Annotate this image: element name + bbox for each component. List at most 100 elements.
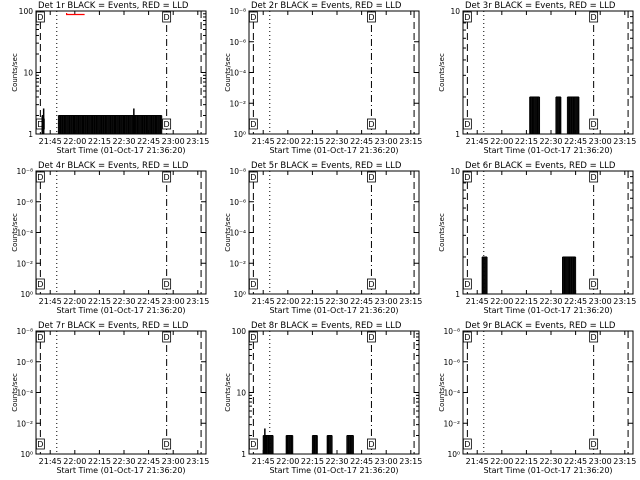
x-tick-label: 22:15 (88, 137, 111, 146)
marker-box (35, 331, 45, 343)
x-tick-label: 23:15 (399, 297, 422, 306)
marker-box (248, 331, 258, 343)
x-tick-label: 23:00 (589, 457, 612, 466)
marker-label: D (464, 120, 470, 129)
x-tick-label: 22:00 (63, 457, 86, 466)
x-tick-label: 22:00 (490, 457, 513, 466)
x-tick-label: 22:15 (301, 297, 324, 306)
marker-box (367, 171, 376, 183)
marker-label: D (250, 333, 256, 342)
plot-frame (248, 170, 420, 295)
y-tick-label: 10⁻⁶ (229, 198, 246, 207)
x-tick-label: 21:45 (466, 457, 489, 466)
marker-label: D (37, 173, 43, 182)
x-tick-label: 22:45 (137, 297, 160, 306)
marker-label: D (250, 120, 256, 129)
y-tick-label: 10⁻⁴ (443, 389, 460, 398)
panel-title: Det 5r BLACK = Events, RED = LLD (251, 161, 402, 171)
x-tick-label: 23:15 (186, 137, 209, 146)
x-tick-label: 22:45 (564, 457, 587, 466)
marker-label: D (591, 173, 597, 182)
x-tick-label: 22:30 (112, 297, 135, 306)
panel-title: Det 9r BLACK = Events, RED = LLD (465, 321, 616, 331)
y-tick-label: 1 (455, 290, 460, 299)
x-axis-label: Start Time (01-Oct-17 21:36:20) (483, 146, 612, 155)
y-tick-label: 10⁻⁸ (229, 7, 246, 16)
marker-label: D (250, 173, 256, 182)
y-tick-label: 1 (241, 450, 246, 459)
x-tick-label: 22:45 (137, 137, 160, 146)
x-tick-label: 22:15 (88, 457, 111, 466)
x-tick-label: 22:30 (112, 137, 135, 146)
y-tick-label: 10⁻⁸ (16, 167, 33, 176)
marker-box (462, 438, 472, 450)
x-axis-label: Start Time (01-Oct-17 21:36:20) (56, 306, 185, 315)
x-tick-label: 21:45 (252, 137, 275, 146)
x-tick-label: 22:30 (325, 297, 348, 306)
plot-frame (462, 170, 634, 295)
marker-label: D (464, 173, 470, 182)
marker-box (367, 118, 376, 130)
marker-box (462, 278, 472, 290)
marker-label: D (591, 13, 597, 22)
x-tick-label: 23:00 (162, 137, 185, 146)
marker-box (248, 11, 258, 23)
x-tick-label: 21:45 (39, 137, 62, 146)
y-tick-label: 10 (23, 69, 33, 78)
marker-box (589, 11, 599, 23)
marker-label: D (591, 440, 597, 449)
y-tick-label: 10⁰ (447, 450, 460, 459)
marker-box (589, 438, 599, 450)
y-tick-label: 10⁻² (16, 419, 33, 428)
marker-box (589, 171, 599, 183)
marker-label: D (164, 333, 170, 342)
y-axis-label: Counts/sec (438, 53, 446, 92)
marker-box (248, 278, 258, 290)
y-axis-label: Counts/sec (438, 213, 446, 252)
y-tick-label: 10⁻⁴ (229, 69, 246, 78)
marker-label: D (164, 120, 170, 129)
y-tick-label: 10⁻⁴ (229, 229, 246, 238)
panel-title: Det 4r BLACK = Events, RED = LLD (38, 161, 189, 171)
y-tick-label: 10⁻⁶ (16, 198, 33, 207)
marker-box (589, 331, 599, 343)
x-tick-label: 22:30 (539, 297, 562, 306)
y-axis-label: Counts/sec (11, 373, 19, 412)
x-tick-label: 22:45 (564, 137, 587, 146)
y-axis-label: Counts/sec (438, 373, 446, 412)
marker-label: D (37, 120, 43, 129)
x-tick-label: 21:45 (39, 457, 62, 466)
marker-box (367, 438, 376, 450)
y-tick-label: 10 (236, 389, 246, 398)
x-tick-label: 22:15 (301, 137, 324, 146)
marker-label: D (37, 280, 43, 289)
y-tick-label: 10⁰ (20, 450, 33, 459)
panel-title: Det 7r BLACK = Events, RED = LLD (38, 321, 189, 331)
x-tick-label: 23:15 (613, 297, 636, 306)
marker-label: D (250, 280, 256, 289)
x-tick-label: 22:00 (490, 137, 513, 146)
marker-label: D (250, 13, 256, 22)
marker-box (35, 438, 45, 450)
marker-label: D (37, 13, 43, 22)
y-tick-label: 10⁻² (443, 419, 460, 428)
marker-label: D (591, 280, 597, 289)
marker-box (589, 118, 599, 130)
x-tick-label: 22:00 (276, 137, 299, 146)
marker-label: D (164, 280, 170, 289)
x-tick-label: 22:45 (350, 297, 373, 306)
x-tick-label: 22:15 (515, 297, 538, 306)
y-axis-label: Counts/sec (224, 213, 232, 252)
y-tick-label: 10 (450, 167, 460, 176)
y-tick-label: 10⁻⁶ (443, 358, 460, 367)
x-tick-label: 22:45 (564, 297, 587, 306)
marker-label: D (464, 13, 470, 22)
x-tick-label: 23:00 (589, 297, 612, 306)
x-tick-label: 22:30 (112, 457, 135, 466)
y-tick-label: 10⁻² (229, 259, 246, 268)
x-axis-label: Start Time (01-Oct-17 21:36:20) (269, 146, 398, 155)
x-tick-label: 23:00 (375, 297, 398, 306)
